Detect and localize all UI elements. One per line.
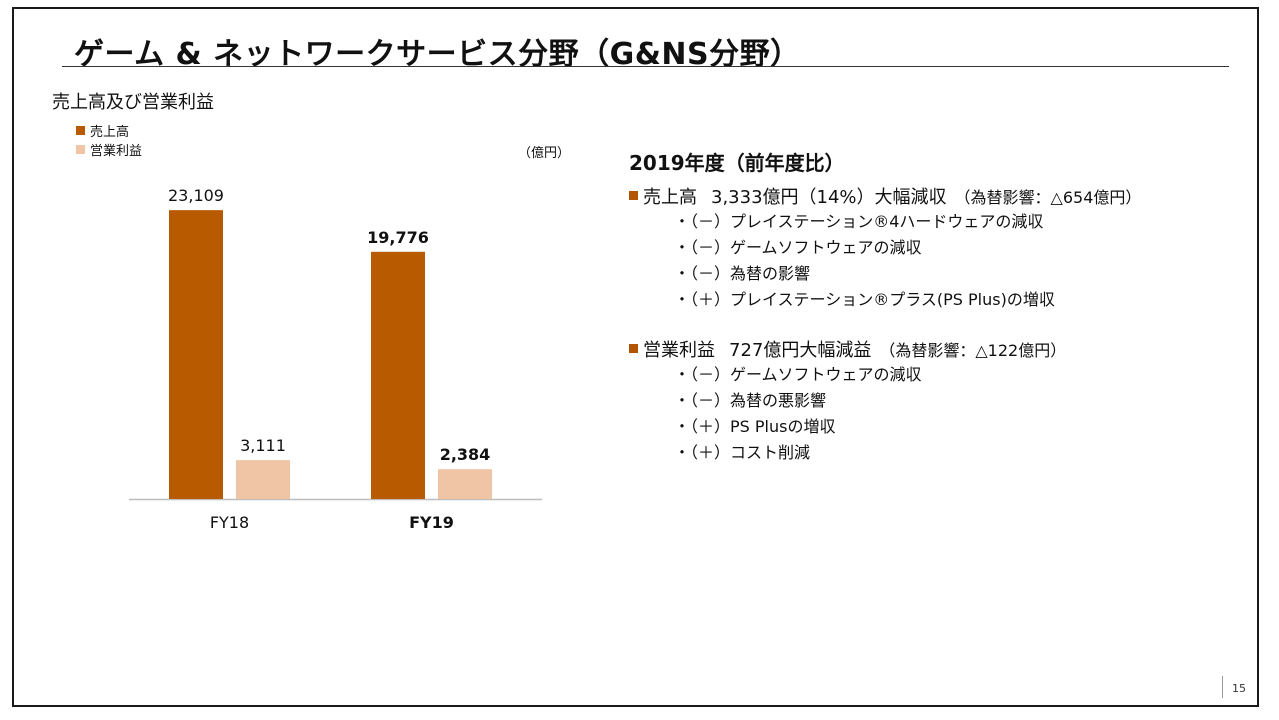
operating-income-bullet: ・（－）為替の悪影響 [674,391,827,410]
slide: ゲーム & ネットワークサービス分野（G&NS分野） 売上高及び営業利益 売上高… [12,7,1259,707]
sales-section-value: 3,333億円（14%）大幅減収 [711,186,947,208]
operating-income-bullet: ・（＋）コスト削減 [674,443,811,462]
legend-swatch-operating-income [76,145,85,154]
data-label-operating-income-FY18: 3,111 [240,436,286,455]
page-number: 15 [1232,682,1246,695]
sales-section-head: 売上高 3,333億円（14%）大幅減収 （為替影響：△654億円） [629,182,1141,209]
bullet-square-icon [629,191,638,200]
sales-bullet: ・（＋）プレイステーション®プラス(PS Plus)の増収 [674,290,1055,309]
sales-bullet: ・（－）ゲームソフトウェアの減収 [674,238,922,257]
legend-swatch-sales [76,126,85,135]
data-label-sales-FY19: 19,776 [367,228,429,247]
chart-legend: 売上高 営業利益 [76,121,142,159]
operating-income-section-value: 727億円大幅減益 [729,339,872,361]
data-label-operating-income-FY19: 2,384 [440,445,491,464]
legend-label-sales: 売上高 [90,125,130,140]
bullet-square-icon [629,344,638,353]
operating-income-section-note: （為替影響：△122億円） [879,340,1067,360]
legend-label-operating-income: 営業利益 [90,144,143,159]
chart-subtitle: 売上高及び営業利益 [52,92,214,113]
page-number-divider [1222,676,1223,698]
title-underline [62,66,1229,67]
period-heading: 2019年度（前年度比） [629,151,845,175]
operating-income-bullet: ・（＋）PS Plusの増収 [674,417,836,436]
data-label-sales-FY18: 23,109 [168,186,224,205]
sales-bullet: ・（－）為替の影響 [674,264,811,283]
bar-sales-FY18 [169,210,223,499]
bar-chart: 23,109 3,111 FY18 19,776 2,384 FY19 [129,186,542,532]
bar-operating-income-FY19 [438,469,492,499]
legend-item-operating-income: 営業利益 [76,140,142,159]
bar-operating-income-FY18 [236,460,290,499]
operating-income-section-label: 営業利益 [643,339,715,361]
sales-bullet: ・（－）プレイステーション®4ハードウェアの減収 [674,212,1044,231]
unit-label: （億円） [518,146,571,161]
category-label-FY19: FY19 [409,513,454,532]
operating-income-bullet: ・（－）ゲームソフトウェアの減収 [674,365,922,384]
category-label-FY18: FY18 [210,513,249,532]
analysis-panel: 2019年度（前年度比） 売上高 3,333億円（14%）大幅減収 （為替影響：… [629,147,1141,466]
legend-item-sales: 売上高 [76,121,142,140]
sales-section-label: 売上高 [643,186,697,208]
sales-section-note: （為替影響：△654億円） [954,187,1142,207]
operating-income-section-head: 営業利益 727億円大幅減益 （為替影響：△122億円） [629,335,1141,362]
bar-sales-FY19 [371,251,425,499]
